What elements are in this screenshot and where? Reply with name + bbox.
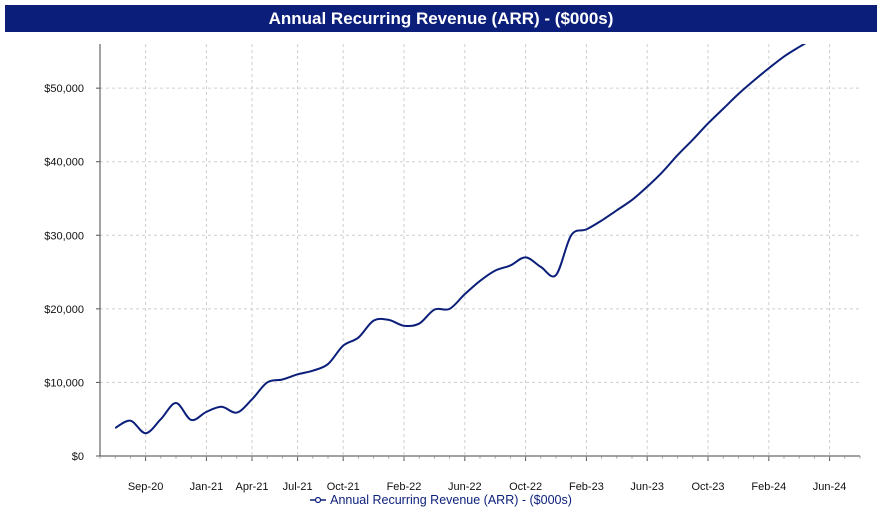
x-tick-label: Oct-21 — [327, 481, 360, 493]
y-tick-label: $40,000 — [44, 157, 84, 169]
x-tick-label: Oct-22 — [509, 481, 542, 493]
legend-label: Annual Recurring Revenue (ARR) - ($000s) — [330, 493, 572, 507]
legend[interactable]: Annual Recurring Revenue (ARR) - ($000s) — [0, 491, 882, 509]
x-tick-label: Jan-21 — [190, 481, 224, 493]
x-tick-label: Feb-23 — [569, 481, 604, 493]
x-tick-label: Oct-23 — [691, 481, 724, 493]
series-group — [114, 44, 807, 435]
x-tick-label: Jun-24 — [813, 481, 847, 493]
x-tick-label: Jun-22 — [448, 481, 482, 493]
x-tick-label: Jul-21 — [283, 481, 313, 493]
y-tick-label: $10,000 — [44, 377, 84, 389]
x-tick-label: Apr-21 — [235, 481, 268, 493]
series-line-arr — [114, 44, 807, 435]
x-tick-label: Feb-24 — [751, 481, 786, 493]
legend-marker-icon — [310, 496, 327, 504]
x-axis-ticks: Sep-20 Jan-21 Apr-21 Jul-21 Oct-21 Feb-22 Jun-… — [99, 456, 861, 493]
y-axis-ticks: $0 $10,000 $20,000 $30,000 $40,000 $50,000 — [44, 83, 100, 463]
y-tick-label: $20,000 — [44, 304, 84, 316]
grid-lines — [100, 44, 860, 456]
x-tick-label: Sep-20 — [128, 481, 163, 493]
y-tick-label: $0 — [72, 451, 84, 463]
axes — [99, 44, 860, 457]
chart-title: Annual Recurring Revenue (ARR) - ($000s) — [5, 5, 877, 32]
y-tick-label: $50,000 — [44, 83, 84, 95]
x-tick-label: Feb-22 — [387, 481, 422, 493]
x-tick-label: Jun-23 — [630, 481, 664, 493]
y-tick-label: $30,000 — [44, 230, 84, 242]
